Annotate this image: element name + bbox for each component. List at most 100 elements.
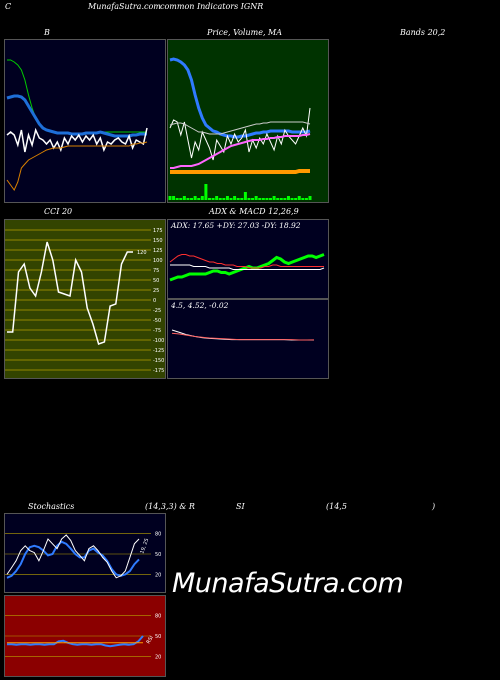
series-line-0 [7, 635, 144, 648]
volume-bar [265, 198, 269, 200]
stoch-chart: 80 50 20 19, 25 [4, 513, 166, 593]
volume-bar [218, 198, 222, 200]
stoch-label-far: (14,5 [326, 502, 347, 511]
series-line-0 [7, 241, 133, 345]
volume-bar [290, 198, 294, 200]
series-line-2 [6, 127, 148, 153]
series-line-1 [169, 254, 324, 269]
tick-label: 50 [155, 634, 161, 640]
tick-label: -100 [153, 338, 164, 344]
volume-bar [179, 198, 183, 200]
indicator-subtitle: common Indicators IGNR [160, 2, 264, 11]
tick-label: -150 [153, 358, 164, 364]
series-line-4 [170, 169, 310, 174]
series-line-0 [169, 57, 311, 139]
series-line-1 [169, 107, 311, 161]
tick-label: 25 [153, 288, 159, 294]
bands-label-right: Bands 20,2 [400, 28, 446, 37]
volume-bar [258, 198, 262, 200]
rsi-chart: 80 50 20 RSI [4, 595, 166, 677]
stoch-label-right: SI [236, 502, 245, 511]
volume-bar [204, 184, 208, 200]
bands-label-left: B [44, 28, 50, 37]
volume-bar [182, 196, 186, 200]
volume-bar [168, 196, 172, 200]
volume-bar [229, 198, 233, 200]
tick-label: -75 [153, 328, 161, 334]
tick-label: -50 [153, 318, 161, 324]
price-label: Price, Volume, MA [207, 28, 283, 37]
adx-label: ADX & MACD 12,26,9 [209, 207, 299, 216]
volume-bar [294, 198, 298, 200]
volume-bar [225, 196, 229, 200]
volume-bar [193, 196, 197, 200]
volume-bar [261, 198, 265, 200]
volume-bar [279, 198, 283, 200]
bands-chart [4, 39, 166, 203]
stoch-label-left: Stochastics [28, 502, 75, 511]
tick-label: 20 [155, 654, 161, 660]
volume-bar [272, 196, 276, 200]
volume-bar [247, 198, 251, 200]
macd-chart: 4.5, 4.52, -0.02 [167, 299, 329, 379]
macd-readout: 4.5, 4.52, -0.02 [171, 301, 229, 310]
tick-label: 100 [153, 258, 163, 264]
tick-label: 20 [155, 572, 161, 578]
volume-bar [200, 196, 204, 200]
volume-bar [276, 198, 280, 200]
volume-bar [233, 196, 237, 200]
tick-label: 80 [155, 532, 161, 538]
volume-bar [222, 198, 226, 200]
value-label: 19, 25 [139, 538, 150, 555]
stoch-label-end: ) [432, 502, 436, 511]
value-label: RSI [146, 635, 155, 645]
volume-bar [240, 198, 244, 200]
volume-bar [190, 198, 194, 200]
series-line-3 [170, 133, 311, 169]
volume-bar [243, 192, 247, 200]
tick-label: 175 [153, 228, 163, 234]
volume-bar [269, 198, 273, 200]
volume-bar [297, 196, 301, 200]
tick-label: -175 [153, 368, 164, 374]
volume-bar [254, 196, 258, 200]
site-title: MunafaSutra.com [88, 2, 161, 11]
volume-bar [207, 198, 211, 200]
corner-letter: C [5, 2, 12, 11]
volume-bar [197, 198, 201, 200]
volume-bar [215, 196, 219, 200]
series-line-1 [171, 332, 315, 341]
adx-chart: ADX: 17.65 +DY: 27.03 -DY: 18.92 [167, 219, 329, 299]
volume-bar [236, 198, 240, 200]
volume-bar [304, 198, 308, 200]
price-chart [167, 39, 329, 203]
volume-bar [308, 196, 312, 200]
tick-label: -125 [153, 348, 164, 354]
tick-label: 50 [153, 278, 159, 284]
series-line-1 [6, 534, 140, 579]
volume-bar [175, 198, 179, 200]
tick-label: 150 [153, 238, 163, 244]
series-line-3 [6, 141, 148, 191]
tick-label: 75 [153, 268, 159, 274]
series-line-0 [171, 329, 314, 341]
volume-bar [251, 198, 255, 200]
volume-bar [172, 196, 176, 200]
series-line-2 [170, 264, 325, 270]
volume-bar [211, 198, 215, 200]
adx-readout: ADX: 17.65 +DY: 27.03 -DY: 18.92 [171, 221, 301, 230]
watermark: MunafaSutra.com [172, 568, 404, 599]
series-line-0 [7, 59, 147, 135]
stoch-label-mid: (14,3,3) & R [145, 502, 195, 511]
volume-bar [301, 198, 305, 200]
tick-label: 0 [153, 298, 156, 304]
volume-bar [286, 196, 290, 200]
tick-label: 80 [155, 614, 161, 620]
series-line-0 [6, 540, 140, 579]
tick-label: 50 [155, 552, 161, 558]
series-line-1 [6, 94, 147, 138]
cci-chart: 175 150 125 100 75 50 25 0 -25 -50 -75 -100 -125 -150… [4, 219, 166, 379]
tick-label: -25 [153, 308, 161, 314]
volume-bar [186, 198, 190, 200]
series-line-2 [169, 121, 311, 135]
